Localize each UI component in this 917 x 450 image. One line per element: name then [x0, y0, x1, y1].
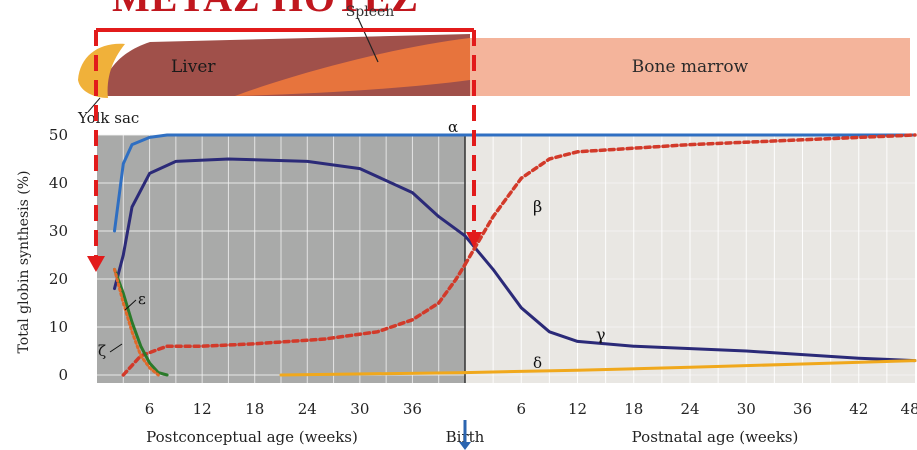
x-axis-ticks: 6 12 18 24 30 36 6 12 18 24 30 36 42 48	[145, 400, 917, 418]
x-tick-label-postnatal: 42	[849, 400, 868, 418]
y-tick-label: 50	[49, 126, 68, 144]
series-lines	[113, 133, 917, 377]
y-tick-label: 20	[49, 270, 68, 288]
x-tick-label-postnatal: 12	[568, 400, 587, 418]
organ-banner: Spleen Liver Bone marrow Yolk sac	[77, 4, 910, 127]
series-line-gamma-prenatal	[113, 157, 467, 291]
x-tick-label-prenatal: 24	[298, 400, 317, 418]
slide-title: METAZ HOTEZ	[112, 0, 419, 18]
series-label-epsilon: ε	[138, 290, 146, 308]
spleen-region	[235, 38, 470, 96]
spleen-pointer	[357, 17, 379, 63]
series-line-zeta-prenatal	[113, 267, 160, 377]
series-line-delta-prenatal	[279, 371, 467, 377]
annotation-right-arrowhead	[466, 232, 482, 248]
x-tick-label-postnatal: 6	[516, 400, 526, 418]
x-axis-label-prenatal: Postconceptual age (weeks)	[146, 428, 358, 446]
series-line-beta-prenatal	[121, 262, 467, 377]
x-axis-label-postnatal: Postnatal age (weeks)	[632, 428, 799, 446]
x-tick-label-prenatal: 36	[403, 400, 422, 418]
series-label-beta: β	[533, 197, 542, 216]
x-tick-label-prenatal: 18	[245, 400, 264, 418]
yolk-sac-label: Yolk sac	[77, 109, 139, 127]
x-tick-label-prenatal: 6	[145, 400, 155, 418]
series-label-zeta: ζ	[98, 342, 106, 360]
x-tick-label-postnatal: 24	[680, 400, 699, 418]
series-line-delta-postnatal	[463, 359, 917, 375]
series-line-epsilon-prenatal	[113, 267, 169, 377]
series-label-delta: δ	[533, 354, 542, 372]
series-label-gamma: γ	[596, 325, 606, 344]
x-tick-label-prenatal: 12	[193, 400, 212, 418]
y-tick-label: 30	[49, 222, 68, 240]
y-axis-label: Total globin synthesis (%)	[16, 171, 32, 354]
y-axis-ticks: 0 10 20 30 40 50	[49, 126, 68, 384]
yolk-sac-region	[78, 43, 125, 98]
y-tick-label: 0	[58, 366, 68, 384]
series-labels: α γ β ε ζ δ	[98, 118, 606, 372]
series-line-beta-postnatal	[463, 133, 917, 267]
epsilon-pointer	[124, 299, 137, 311]
y-tick-label: 40	[49, 174, 68, 192]
annotation-left-arrowhead	[87, 256, 105, 272]
bone-marrow-label: Bone marrow	[632, 57, 749, 77]
series-line-alpha-prenatal	[113, 133, 467, 233]
series-line-gamma-postnatal	[463, 234, 917, 363]
y-tick-label: 10	[49, 318, 68, 336]
x-tick-label-postnatal: 30	[737, 400, 756, 418]
liver-label: Liver	[171, 57, 216, 77]
bone-marrow-region	[470, 38, 910, 96]
x-tick-label-postnatal: 18	[624, 400, 643, 418]
birth-arrow-head	[459, 442, 471, 450]
x-tick-label-postnatal: 36	[793, 400, 812, 418]
x-tick-label-postnatal: 48	[900, 400, 917, 418]
spleen-label: Spleen	[346, 4, 395, 20]
annotation-overlay	[87, 28, 482, 450]
zeta-pointer	[109, 343, 123, 353]
x-tick-label-prenatal: 30	[350, 400, 369, 418]
series-label-alpha: α	[448, 118, 458, 136]
